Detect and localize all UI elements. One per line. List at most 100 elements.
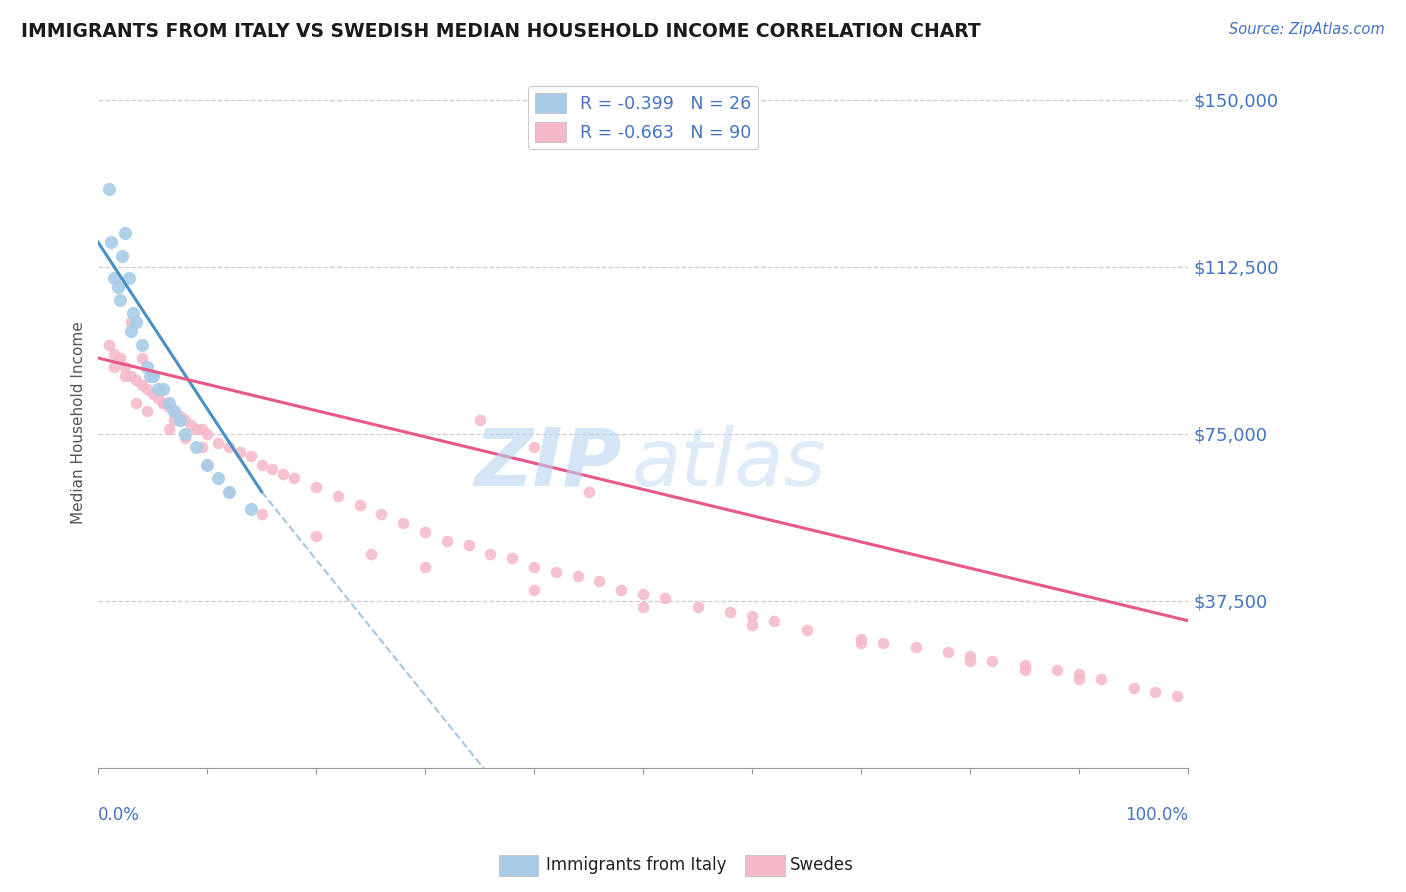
Point <box>125 315 148 329</box>
Point <box>741 618 763 632</box>
Point <box>174 426 197 441</box>
Point <box>139 368 162 383</box>
Point <box>273 467 295 481</box>
Point <box>1090 672 1112 686</box>
Point <box>174 431 197 445</box>
Text: Source: ZipAtlas.com: Source: ZipAtlas.com <box>1229 22 1385 37</box>
Point <box>631 600 654 615</box>
Point <box>904 640 927 655</box>
Point <box>114 368 136 383</box>
Point <box>1014 663 1036 677</box>
Point <box>103 270 125 285</box>
Point <box>136 359 159 374</box>
Text: 100.0%: 100.0% <box>1125 805 1188 823</box>
Point <box>190 422 212 436</box>
Point <box>218 484 240 499</box>
Point <box>796 623 818 637</box>
Point <box>103 346 125 360</box>
Point <box>501 551 523 566</box>
Point <box>250 507 273 521</box>
Point <box>107 279 129 293</box>
Point <box>1069 672 1091 686</box>
Point <box>349 498 371 512</box>
Point <box>142 386 165 401</box>
Point <box>1014 658 1036 673</box>
Point <box>163 404 186 418</box>
Point <box>186 422 208 436</box>
Point <box>163 413 186 427</box>
Point <box>157 400 180 414</box>
Point <box>959 649 981 664</box>
Point <box>114 227 136 241</box>
Point <box>131 377 153 392</box>
Text: Swedes: Swedes <box>790 856 853 874</box>
Point <box>114 359 136 374</box>
Text: IMMIGRANTS FROM ITALY VS SWEDISH MEDIAN HOUSEHOLD INCOME CORRELATION CHART: IMMIGRANTS FROM ITALY VS SWEDISH MEDIAN … <box>21 22 981 41</box>
Point <box>413 560 436 574</box>
Point <box>1046 663 1069 677</box>
Point <box>108 351 131 365</box>
Point <box>250 458 273 472</box>
Point <box>169 409 191 423</box>
Point <box>741 609 763 624</box>
Point <box>588 574 610 588</box>
Point <box>631 587 654 601</box>
Point <box>157 422 180 436</box>
Point <box>436 533 458 548</box>
Point <box>218 484 240 499</box>
Point <box>1144 685 1167 699</box>
Point <box>762 614 785 628</box>
Point <box>103 359 125 374</box>
Point <box>1166 690 1188 704</box>
Point <box>872 636 894 650</box>
Point <box>131 337 153 351</box>
Point <box>479 547 502 561</box>
Point <box>186 440 208 454</box>
Point <box>122 306 145 320</box>
Point <box>305 529 328 543</box>
Point <box>567 569 589 583</box>
Y-axis label: Median Household Income: Median Household Income <box>72 321 86 524</box>
Point <box>718 605 741 619</box>
Point <box>610 582 633 597</box>
Point <box>305 480 328 494</box>
Point <box>262 462 284 476</box>
Point <box>157 395 180 409</box>
Point <box>413 524 436 539</box>
Text: ZIP: ZIP <box>474 425 621 503</box>
Point <box>111 249 134 263</box>
Point <box>849 632 872 646</box>
Point <box>190 440 212 454</box>
Point <box>97 182 120 196</box>
Point <box>578 484 600 499</box>
Point <box>326 489 349 503</box>
Point <box>195 426 218 441</box>
Point <box>392 516 415 530</box>
Point <box>152 382 174 396</box>
Point <box>523 440 546 454</box>
Point <box>239 449 262 463</box>
Point <box>169 413 191 427</box>
Point <box>959 654 981 668</box>
Point <box>152 395 174 409</box>
Point <box>195 458 218 472</box>
Point <box>686 600 709 615</box>
Point <box>1069 667 1091 681</box>
Point <box>981 654 1004 668</box>
Point <box>207 435 229 450</box>
Point <box>120 368 142 383</box>
Point <box>849 636 872 650</box>
Point <box>207 471 229 485</box>
Point <box>370 507 392 521</box>
Text: 0.0%: 0.0% <box>98 805 141 823</box>
Point <box>523 582 546 597</box>
Point <box>136 382 159 396</box>
Point <box>283 471 305 485</box>
Point <box>654 591 676 606</box>
Point <box>146 391 169 405</box>
Text: Immigrants from Italy: Immigrants from Italy <box>546 856 725 874</box>
Point <box>163 404 186 418</box>
Point <box>136 404 159 418</box>
Point <box>218 440 240 454</box>
Point <box>117 270 139 285</box>
